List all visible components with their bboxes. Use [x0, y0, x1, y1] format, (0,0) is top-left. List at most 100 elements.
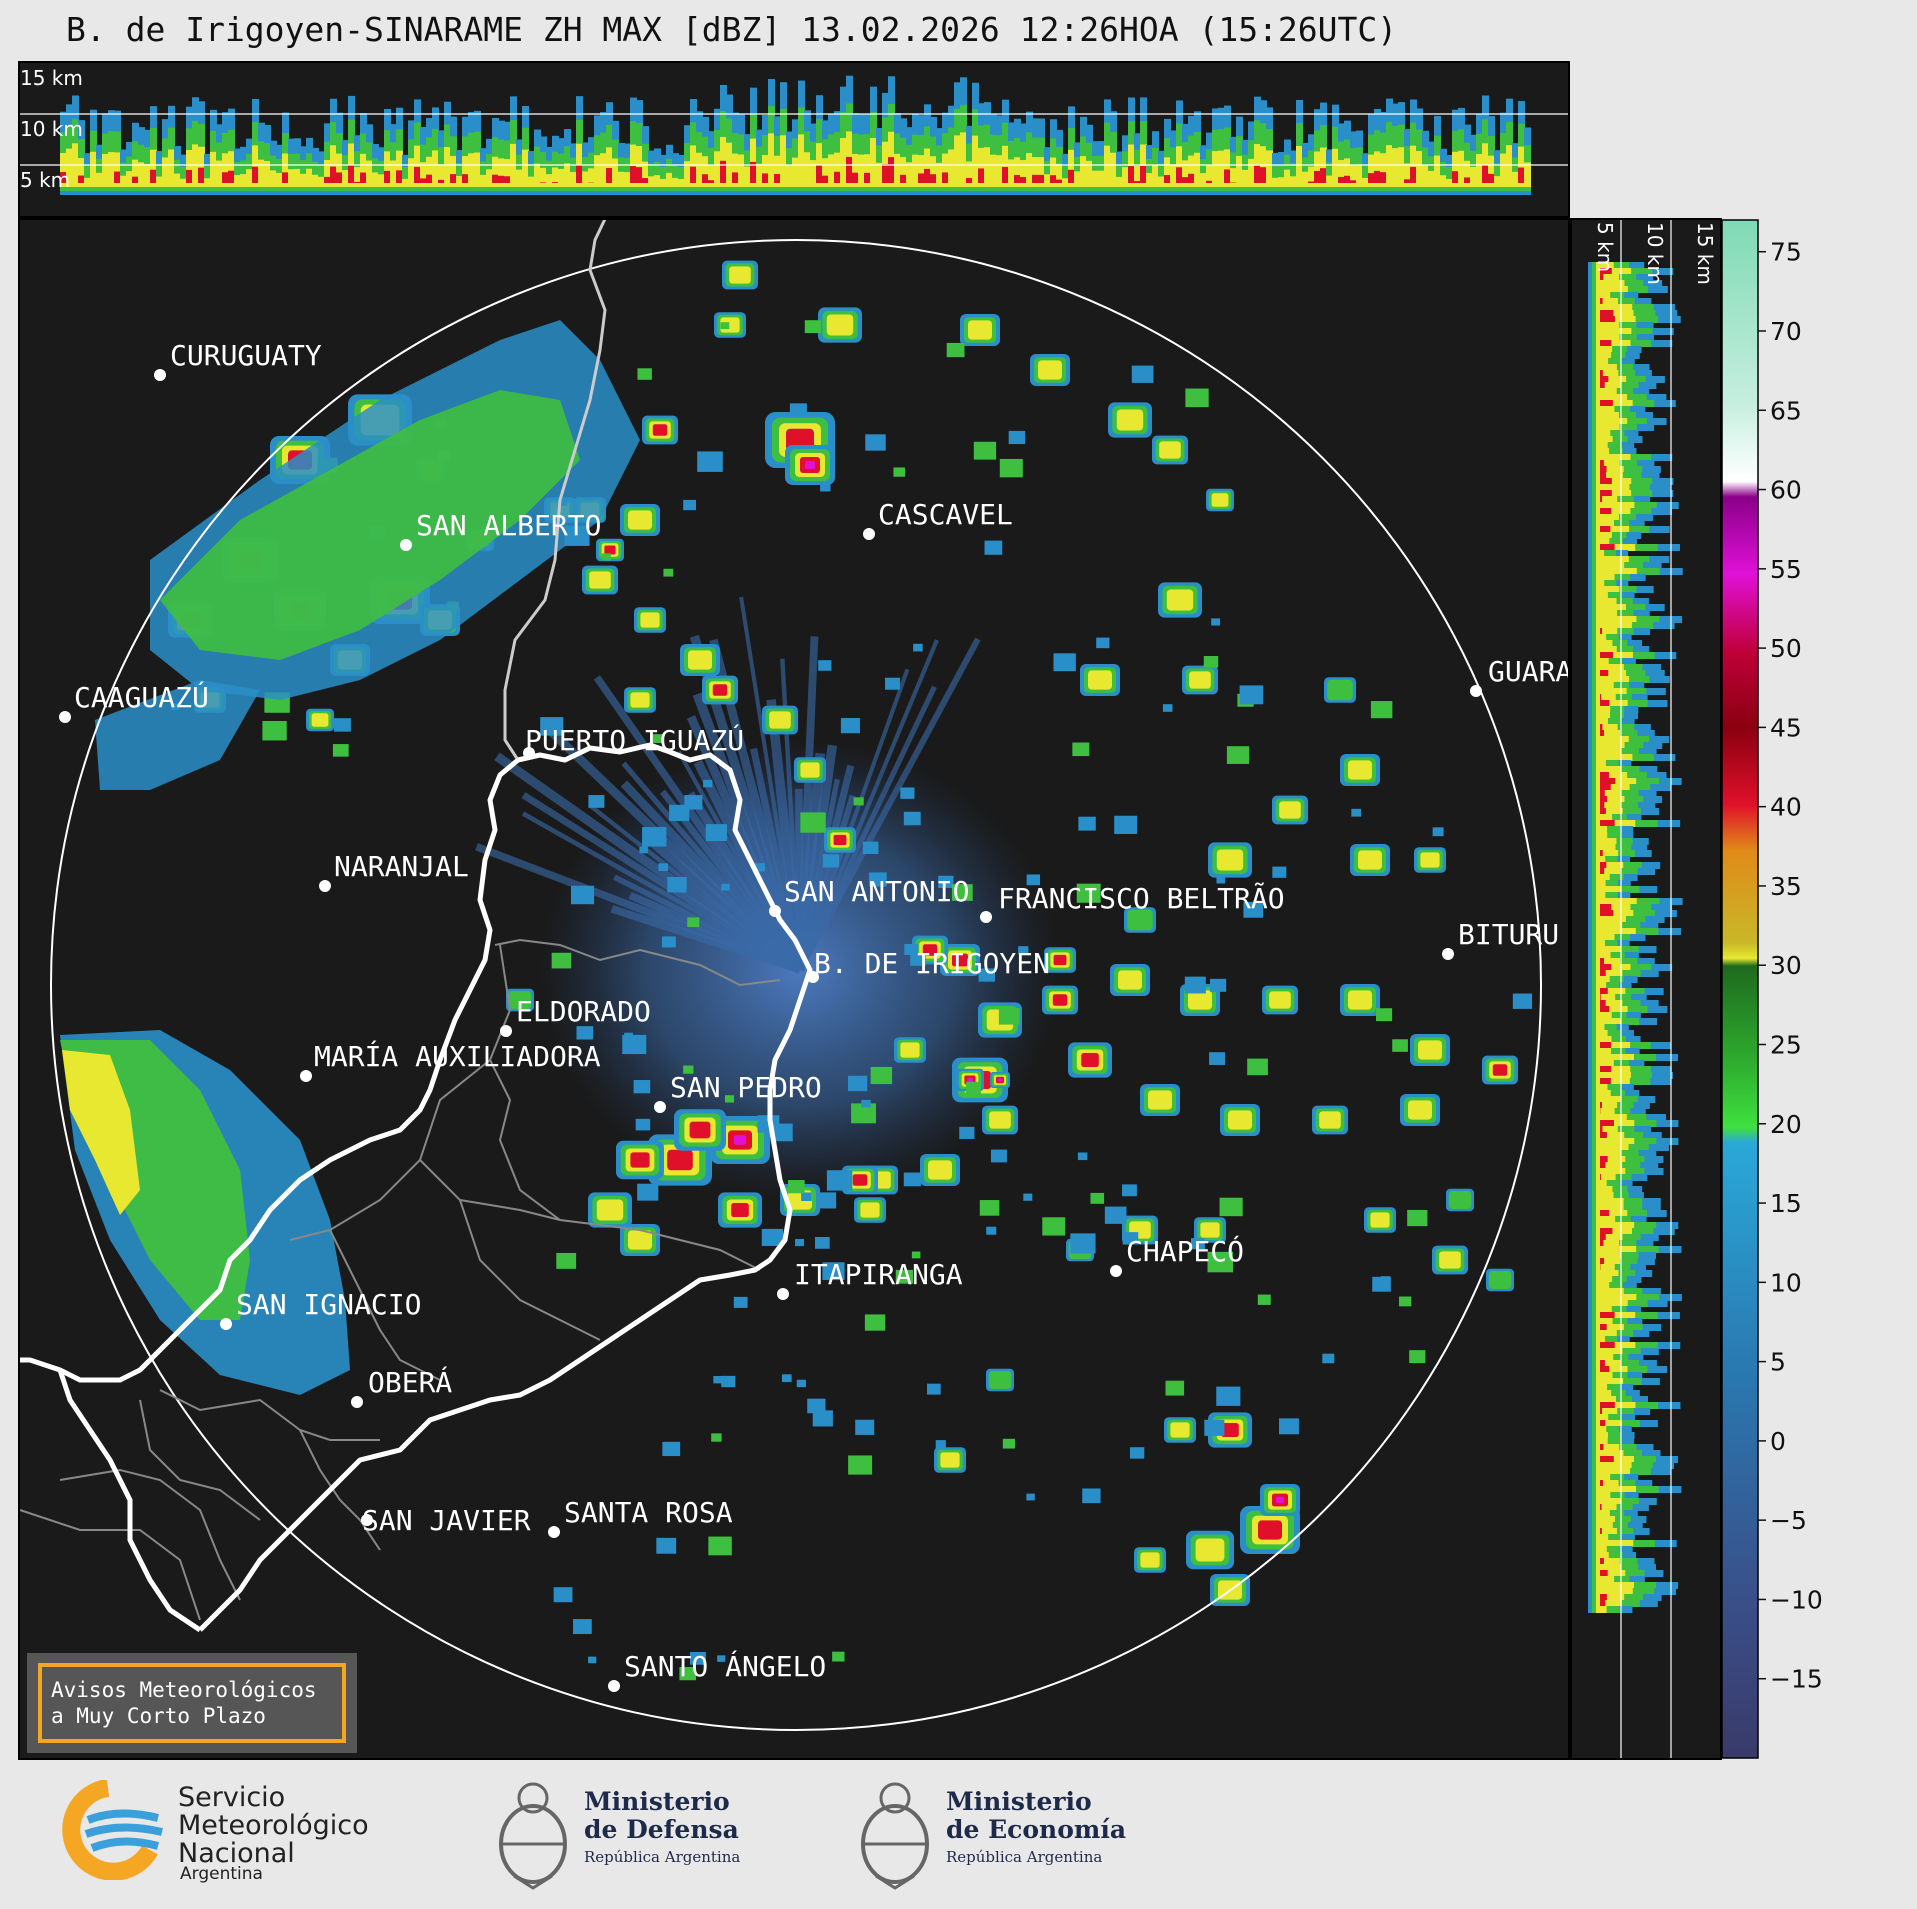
- profile-column: [126, 171, 133, 187]
- city-label: ELDORADO: [516, 995, 651, 1028]
- profile-column: [978, 147, 985, 187]
- echo-speckle: [1026, 874, 1041, 886]
- profile-column: [1224, 149, 1231, 187]
- echo-speckle: [633, 1080, 651, 1094]
- profile-row: [1596, 1528, 1617, 1535]
- profile-row: [1600, 1066, 1612, 1073]
- profile-row: [1596, 1150, 1621, 1157]
- profile-column: [1362, 177, 1369, 187]
- clutter-ray: [798, 639, 939, 971]
- profile-column: [1452, 151, 1459, 187]
- echo-cell-layer: [734, 1135, 746, 1145]
- profile-column: [1464, 177, 1471, 183]
- city-marker: CHAPECÓ: [1110, 1234, 1244, 1277]
- profile-column: [684, 161, 691, 187]
- profile-column: [762, 155, 769, 187]
- profile-column: [774, 173, 781, 183]
- profile-row: [1600, 340, 1612, 347]
- echo-speckle: [669, 804, 690, 821]
- echo-speckle: [862, 841, 879, 855]
- profile-row: [1596, 952, 1611, 959]
- profile-column: [618, 171, 625, 187]
- profile-column: [1170, 164, 1177, 187]
- echo-cell-layer: [1038, 360, 1062, 380]
- profile-column: [708, 180, 715, 183]
- profile-column: [426, 174, 433, 183]
- profile-column: [564, 163, 571, 187]
- profile-column: [282, 172, 289, 183]
- echo-cell-layer: [1159, 441, 1181, 459]
- profile-row: [1596, 970, 1623, 977]
- profile-column: [1506, 145, 1513, 187]
- smn-logo-icon: [62, 1780, 163, 1880]
- profile-row: [1596, 1186, 1613, 1193]
- profile-row: [1600, 1504, 1602, 1511]
- profile-row: [1600, 1174, 1601, 1181]
- profile-row: [1596, 958, 1621, 965]
- profile-column: [846, 156, 853, 183]
- profile-column: [1014, 157, 1021, 187]
- profile-column: [1182, 177, 1189, 183]
- profile-column: [330, 145, 337, 187]
- top-height-profile: 15 km 10 km 5 km: [18, 61, 1570, 218]
- profile-row: [1596, 346, 1613, 353]
- echo-speckle: [832, 1651, 845, 1662]
- echo-speckle: [1082, 1488, 1101, 1504]
- city-marker: OBERÁ: [351, 1365, 452, 1408]
- echo-speckle: [687, 917, 700, 928]
- profile-column: [150, 149, 157, 187]
- colorbar-tick-label: 30: [1770, 951, 1802, 980]
- echo-cell-layer: [311, 713, 329, 727]
- city-dot: [361, 1514, 373, 1526]
- profile-row: [1596, 1084, 1608, 1091]
- profile-row: [1596, 1516, 1616, 1523]
- top-15km-label: 15 km: [20, 66, 83, 90]
- profile-column: [504, 159, 511, 187]
- profile-column: [1224, 169, 1231, 183]
- profile-column: [1338, 176, 1345, 183]
- profile-row: [1600, 1342, 1615, 1349]
- echo-speckle: [1407, 1209, 1428, 1227]
- profile-column: [252, 166, 259, 183]
- profile-column: [1368, 154, 1375, 187]
- profile-row: [1596, 754, 1633, 761]
- profile-row: [1596, 1564, 1621, 1571]
- echo-cell-layer: [1127, 909, 1153, 931]
- profile-column: [1488, 155, 1495, 187]
- profile-row: [1600, 316, 1615, 323]
- profile-column: [1380, 172, 1387, 183]
- profile-column: [1002, 166, 1009, 183]
- echo-speckle: [588, 795, 605, 808]
- profile-column: [1200, 173, 1207, 187]
- profile-column: [96, 172, 103, 187]
- profile-column: [312, 174, 319, 187]
- profile-column: [1410, 166, 1417, 183]
- profile-column: [858, 154, 865, 187]
- echo-speckle: [1219, 1197, 1243, 1217]
- profile-row: [1596, 1072, 1631, 1079]
- profile-row: [1596, 856, 1606, 863]
- echo-speckle: [262, 720, 287, 741]
- profile-row: [1596, 946, 1622, 953]
- echo-speckle: [637, 1183, 659, 1201]
- side-5km-label: 5 km: [1593, 222, 1617, 272]
- profile-row: [1596, 886, 1622, 893]
- profile-row: [1596, 1132, 1625, 1139]
- profile-row: [1600, 370, 1603, 377]
- profile-row: [1600, 1366, 1610, 1373]
- side-profile-echoes: [1588, 262, 1683, 1613]
- city-marker: NARANJAL: [319, 850, 469, 892]
- profile-column: [690, 145, 697, 187]
- profile-row: [1600, 910, 1614, 917]
- echo-speckle: [910, 953, 926, 966]
- city-label: NARANJAL: [334, 850, 469, 883]
- profile-row: [1596, 1090, 1611, 1097]
- profile-row: [1596, 1276, 1613, 1283]
- echo-speckle: [1247, 1058, 1268, 1076]
- city-dot: [863, 528, 875, 540]
- warning-box[interactable]: Avisos Meteorológicos a Muy Corto Plazo: [27, 1653, 357, 1753]
- profile-row: [1596, 322, 1620, 329]
- echo-cell-layer: [1211, 493, 1229, 507]
- colorbar-tick-label: 75: [1770, 238, 1802, 267]
- city-marker: ITAPIRANGA: [777, 1258, 963, 1300]
